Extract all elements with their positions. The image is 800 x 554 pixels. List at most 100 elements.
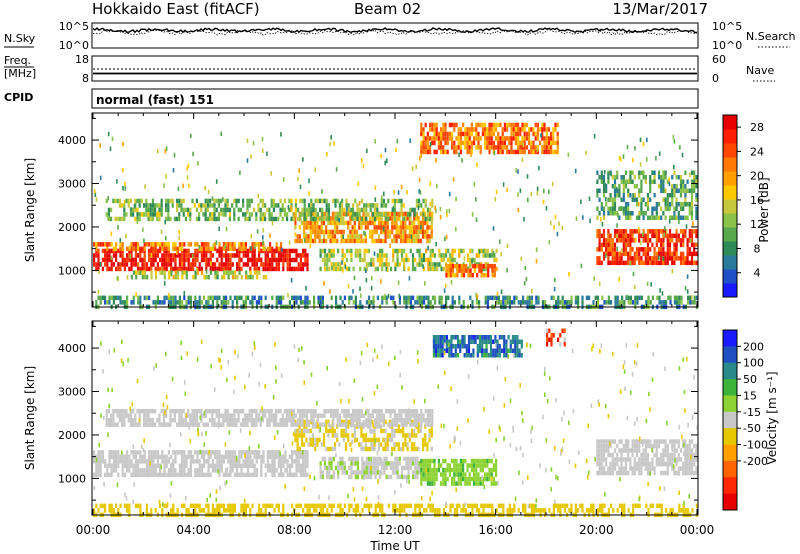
echo-cell [305, 437, 308, 443]
echo-cell [695, 242, 698, 248]
echo-cell [159, 242, 162, 247]
echo-cell [105, 413, 108, 418]
echo-cell [108, 472, 111, 478]
echo-cell [397, 234, 400, 239]
echo-cell [633, 260, 636, 266]
echo-cell [516, 335, 519, 340]
echo-cell [405, 295, 408, 301]
echo-cell [168, 270, 171, 275]
echo-cell [173, 413, 176, 418]
echo-cell [335, 295, 338, 301]
echo-cell [607, 251, 610, 257]
echo-cell [374, 266, 377, 272]
echo-cell [414, 257, 417, 263]
echo-cell [130, 472, 133, 478]
echo-cell [356, 212, 359, 217]
echo-cell [310, 212, 313, 217]
echo-cell [655, 448, 658, 453]
echo-cell [249, 459, 252, 464]
echo-cell [275, 295, 278, 301]
echo-cell [258, 266, 261, 272]
echo-cell [411, 253, 415, 258]
echo-cell [178, 230, 181, 235]
echo-cell [452, 177, 455, 182]
colorbar-tick-label: 24 [750, 145, 764, 158]
echo-cell [646, 470, 650, 476]
echo-cell [695, 193, 698, 198]
echo-cell [365, 262, 368, 267]
echo-cell [203, 450, 206, 455]
echo-cell [282, 454, 285, 460]
echo-cell [272, 198, 275, 204]
echo-cell [142, 227, 144, 232]
echo-cell [156, 417, 159, 423]
echo-cell [319, 470, 322, 475]
echo-cell [271, 246, 274, 252]
echo-cell [588, 196, 591, 201]
echo-cell [167, 422, 170, 427]
echo-cell [154, 454, 157, 460]
echo-cell [684, 443, 687, 449]
echo-cell [185, 454, 188, 460]
echo-cell [172, 295, 175, 301]
echo-cell [440, 127, 443, 132]
echo-cell [284, 450, 287, 455]
echo-cell [240, 266, 243, 272]
echo-cell [161, 454, 164, 460]
echo-cell [222, 454, 225, 460]
echo-cell [437, 467, 440, 473]
echo-cell [377, 442, 381, 447]
echo-cell [695, 251, 698, 257]
echo-cell [249, 270, 252, 275]
echo-cell [418, 189, 420, 194]
echo-cell [438, 262, 441, 267]
echo-cell [176, 266, 179, 272]
echo-cell [192, 254, 194, 259]
echo-cell [561, 300, 564, 305]
echo-cell [447, 248, 450, 254]
echo-cell [188, 183, 190, 189]
echo-cell [431, 476, 434, 482]
echo-cell [444, 127, 447, 132]
echo-cell [270, 216, 273, 222]
echo-cell [668, 177, 670, 182]
echo-cell [424, 234, 427, 239]
echo-cell [668, 461, 672, 467]
echo-cell [688, 247, 691, 252]
echo-cell [382, 220, 385, 226]
echo-cell [321, 216, 324, 222]
echo-cell [444, 136, 447, 141]
echo-cell [255, 454, 258, 460]
echo-cell [349, 238, 352, 244]
echo-cell [200, 242, 203, 247]
echo-cell [442, 127, 445, 132]
echo-cell [134, 242, 137, 247]
echo-cell [437, 140, 440, 146]
echo-cell [536, 191, 539, 196]
echo-cell [523, 131, 526, 137]
echo-cell [413, 446, 416, 452]
echo-cell [470, 339, 473, 344]
echo-cell [466, 127, 469, 132]
echo-cell [629, 215, 632, 220]
echo-cell [125, 233, 127, 239]
echo-cell [682, 439, 685, 444]
echo-cell [489, 344, 493, 349]
echo-cell [430, 225, 433, 230]
echo-cell [275, 266, 278, 272]
echo-cell [624, 211, 628, 216]
echo-cell [642, 260, 645, 266]
echo-cell [167, 203, 170, 208]
echo-cell [686, 179, 689, 184]
echo-cell [358, 212, 361, 217]
echo-cell [167, 300, 170, 305]
echo-cell [376, 253, 379, 258]
echo-cell [688, 211, 691, 216]
echo-cell [165, 472, 168, 478]
echo-cell [280, 459, 283, 464]
echo-cell [644, 238, 647, 243]
echo-cell [196, 248, 199, 254]
echo-cell [675, 206, 678, 211]
echo-cell [673, 215, 676, 220]
echo-cell [394, 456, 397, 462]
